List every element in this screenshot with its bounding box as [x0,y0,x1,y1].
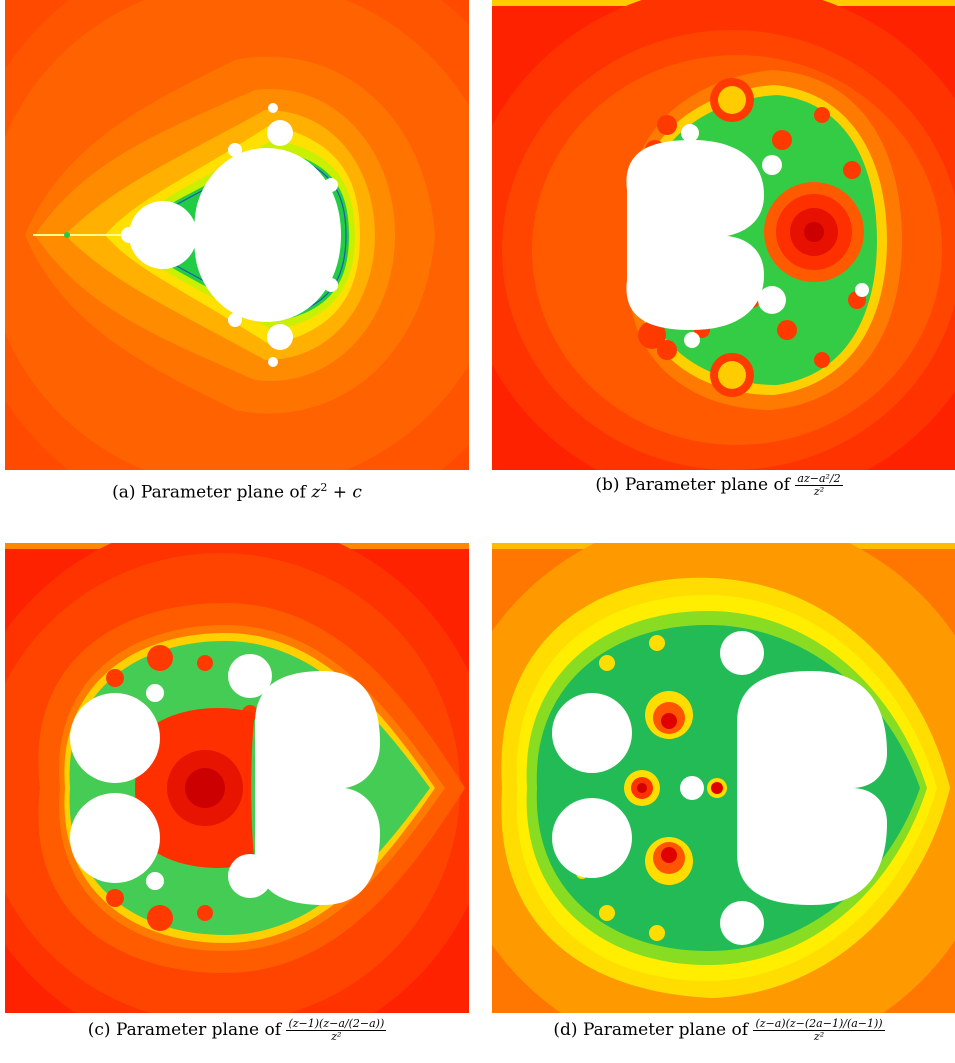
caption-c-fraction: (z−1)(z−a/(2−a)) z² [286,1017,387,1043]
caption-b-text: Parameter plane of [624,475,796,495]
parameter-plane-c [5,543,469,1013]
parameter-plane-d [492,543,955,1013]
caption-b: (b) Parameter plane of az−a²/2 z² [484,473,954,498]
caption-c: (c) Parameter plane of (z−1)(z−a/(2−a)) … [2,1018,472,1043]
panel-d-image [492,543,955,1013]
caption-a-math: z [311,482,321,503]
panel-c-image [5,543,469,1013]
caption-b-label: (b) [595,475,620,495]
caption-a-sup: 2 [320,481,328,494]
caption-a: (a) Parameter plane of z2 + c [2,477,472,504]
caption-a-rest: + c [327,482,362,503]
caption-d-numerator: (z−a)(z−(2a−1)/(a−1)) [753,1017,885,1031]
caption-a-text: Parameter plane of [140,482,312,503]
caption-c-denominator: z² [331,1030,342,1043]
caption-c-label: (c) [87,1020,111,1040]
caption-d-denominator: z² [813,1030,825,1043]
caption-d-text: Parameter plane of [582,1020,754,1040]
panel-b-image [492,0,955,470]
caption-b-numerator: az−a²/2 [795,472,843,486]
caption-b-fraction: az−a²/2 z² [795,472,843,498]
panel-a-image [5,0,469,470]
caption-a-label: (a) [112,482,136,503]
parameter-plane-b [492,0,955,470]
caption-d: (d) Parameter plane of (z−a)(z−(2a−1)/(a… [484,1018,954,1043]
caption-c-numerator: (z−1)(z−a/(2−a)) [286,1017,387,1031]
caption-d-fraction: (z−a)(z−(2a−1)/(a−1)) z² [753,1017,885,1043]
caption-c-text: Parameter plane of [115,1020,287,1040]
caption-b-denominator: z² [813,485,825,498]
caption-d-label: (d) [553,1020,578,1040]
mandelbrot-parameter-plane [5,0,469,470]
